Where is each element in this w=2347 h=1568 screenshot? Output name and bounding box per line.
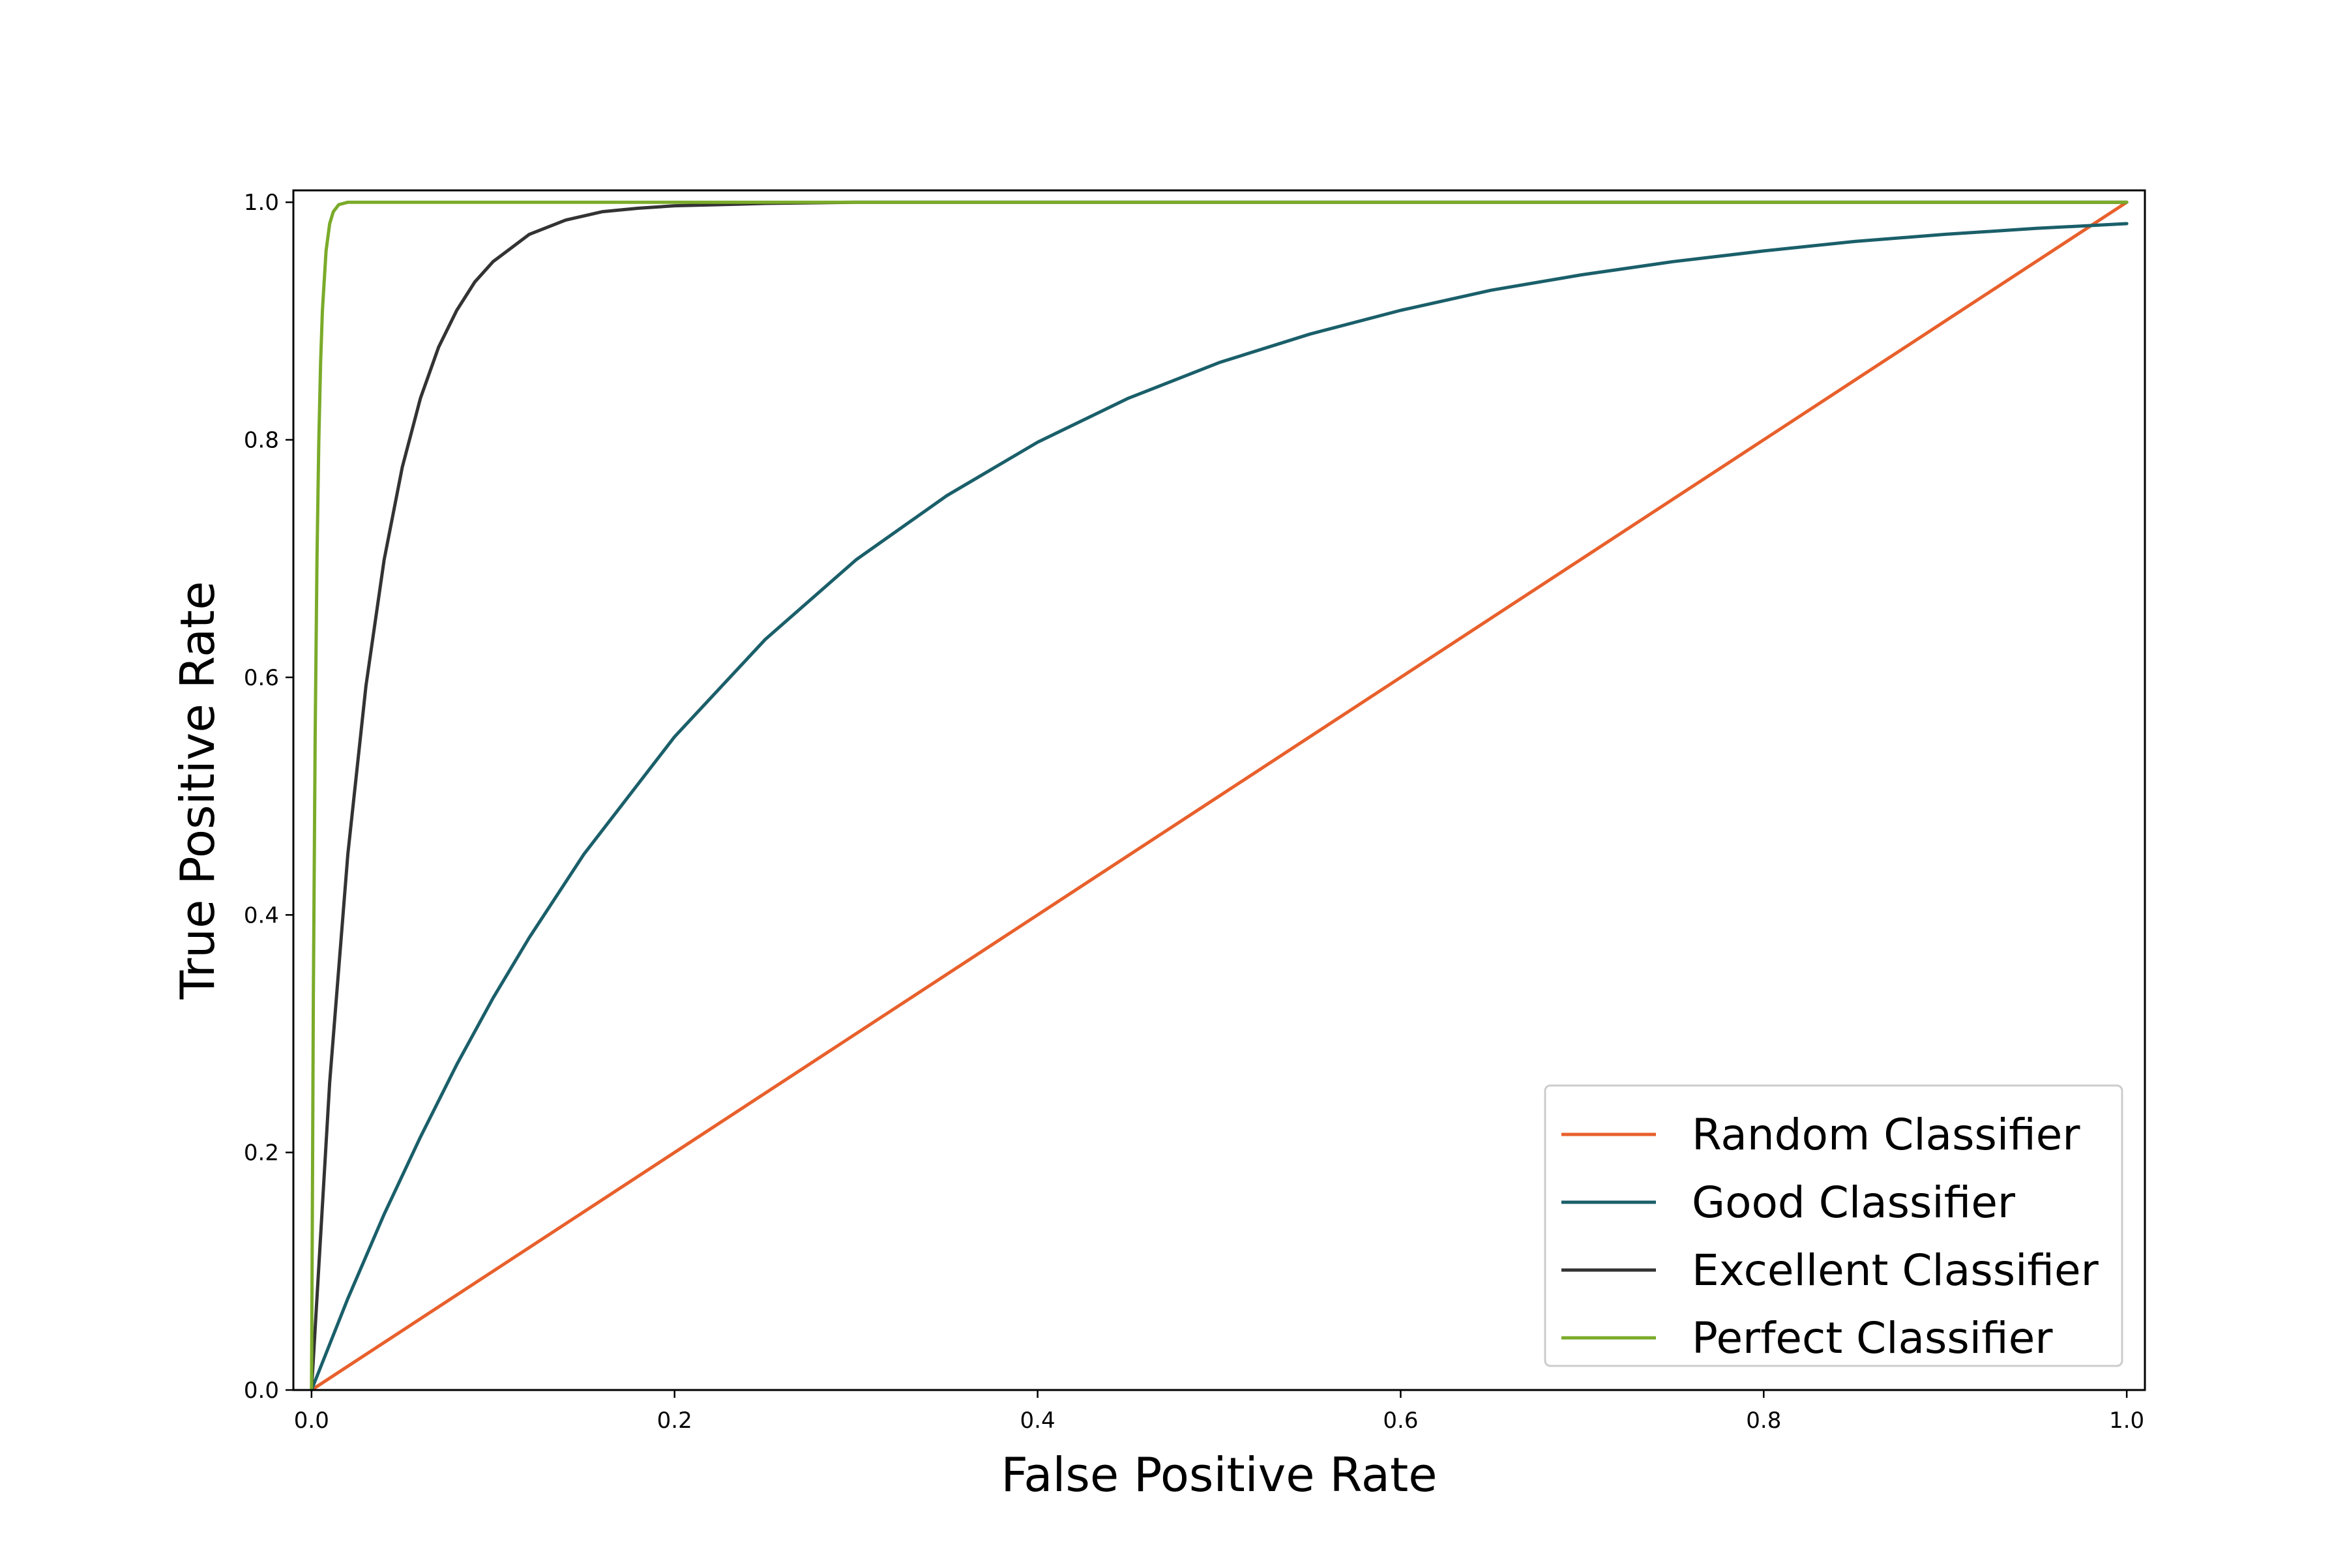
y-tick-label: 1.0 [244,190,279,216]
y-tick-label: 0.8 [244,428,279,454]
legend-box [1544,1084,2123,1367]
x-tick-label: 0.8 [1746,1408,1781,1434]
x-tick-label: 0.6 [1383,1408,1418,1434]
legend: Random Classifier Good Classifier Excellen… [1544,1084,2123,1367]
y-tick-label: 0.4 [244,902,279,928]
y-tick-label: 0.6 [244,665,279,691]
legend-label-good-classifier: Good Classifier [1692,1177,2016,1228]
x-tick-label: 0.2 [657,1408,692,1434]
legend-label-excellent-classifier: Excellent Classifier [1692,1245,2099,1295]
series-line-good-classifier [310,222,2129,1392]
series-line-random-classifier [310,200,2129,1392]
x-tick-label: 0.4 [1020,1408,1055,1434]
series-layer [310,200,2129,1392]
axes-layer: 0.0 0.2 0.4 0.6 0.8 1.0 0.0 0.2 0.4 0.6 0.8 1.0 [244,189,2146,1434]
x-tick-label: 1.0 [2109,1408,2144,1434]
legend-label-random-classifier: Random Classifier [1692,1110,2080,1160]
x-axis-label: False Positive Rate [1001,1447,1437,1502]
plot-frame [292,189,2146,1391]
series-line-perfect-classifier [310,200,2129,1392]
x-tick-label: 0.0 [294,1408,329,1434]
legend-label-perfect-classifier: Perfect Classifier [1692,1313,2053,1363]
y-tick-label: 0.2 [244,1140,279,1166]
y-axis-label: True Positive Rate [170,581,225,999]
y-tick-label: 0.0 [244,1378,279,1404]
